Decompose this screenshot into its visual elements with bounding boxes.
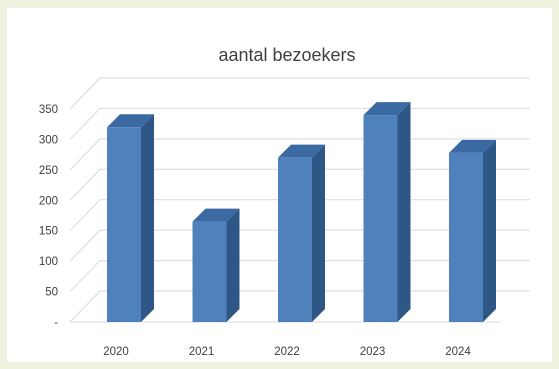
y-tick-label: 300 xyxy=(39,134,58,146)
y-tick-label: 50 xyxy=(45,287,58,299)
bar xyxy=(107,114,154,322)
y-tick-label: 200 xyxy=(39,195,58,207)
bar-side xyxy=(226,208,240,322)
y-tick-label: 250 xyxy=(39,165,58,177)
bar-top xyxy=(192,208,240,222)
x-tick-label: 2022 xyxy=(274,346,300,358)
bar-top xyxy=(363,102,411,116)
bar-top xyxy=(449,139,496,153)
gridline xyxy=(69,77,530,110)
x-axis: 2020 2021 2022 2023 2024 xyxy=(103,346,471,358)
bar-front xyxy=(107,127,141,322)
bar-front xyxy=(363,115,398,322)
x-tick-label: 2021 xyxy=(189,346,215,358)
y-axis: - 50 100 150 200 250 300 350 xyxy=(39,104,58,329)
bar xyxy=(278,144,325,322)
bar-front xyxy=(278,157,312,322)
x-tick-label: 2020 xyxy=(103,346,129,358)
bar-side xyxy=(483,139,496,322)
bar-side xyxy=(397,102,411,322)
bar-side xyxy=(141,114,154,322)
bar-top xyxy=(107,114,154,128)
bar xyxy=(449,139,496,322)
y-tick-label: 350 xyxy=(39,104,58,116)
bar xyxy=(192,208,240,322)
x-tick-label: 2024 xyxy=(445,346,471,358)
y-tick-label: - xyxy=(54,317,58,329)
y-tick-label: 150 xyxy=(39,226,58,238)
bars xyxy=(107,102,496,322)
bar-front xyxy=(449,152,483,322)
bar-top xyxy=(278,144,325,158)
bar-front xyxy=(192,221,227,322)
x-tick-label: 2023 xyxy=(360,346,386,358)
bar xyxy=(363,102,411,322)
y-tick-label: 100 xyxy=(39,256,58,268)
bar-side xyxy=(312,144,325,322)
chart-title: aantal bezoekers xyxy=(218,45,355,65)
